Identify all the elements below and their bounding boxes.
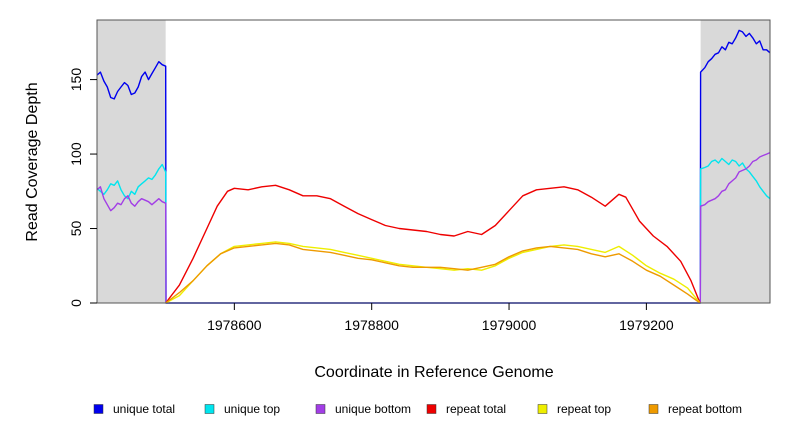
series-line-unique-bottom xyxy=(96,151,771,304)
legend-label: unique total xyxy=(113,402,175,416)
y-tick-label: 150 xyxy=(68,68,84,92)
series-lines xyxy=(96,29,771,304)
legend-swatch xyxy=(648,404,659,414)
legend-label: repeat total xyxy=(446,402,506,416)
shaded-region-1 xyxy=(97,20,166,303)
legend: unique total unique top unique bottom repea… xyxy=(93,402,742,416)
legend-item-unique-total: unique total xyxy=(93,402,175,416)
legend-item-unique-bottom: unique bottom xyxy=(315,402,411,416)
legend-item-repeat-top: repeat top xyxy=(537,402,611,416)
legend-label: unique top xyxy=(224,402,280,416)
legend-swatch xyxy=(315,404,326,414)
y-tick-label: 50 xyxy=(68,221,84,237)
legend-swatch xyxy=(537,404,548,414)
y-axis: 0 50 100 150 xyxy=(68,68,97,307)
series-line-repeat-top xyxy=(165,241,701,304)
shaded-regions xyxy=(97,20,770,303)
x-tick-label: 1979000 xyxy=(482,317,537,333)
x-axis-title: Coordinate in Reference Genome xyxy=(314,364,553,381)
x-axis: 1978600 1978800 1979000 1979200 xyxy=(207,303,674,333)
legend-item-unique-top: unique top xyxy=(204,402,280,416)
legend-item-repeat-bottom: repeat bottom xyxy=(648,402,742,416)
legend-swatch xyxy=(204,404,215,414)
legend-item-repeat-total: repeat total xyxy=(426,402,506,416)
legend-swatch xyxy=(426,404,437,414)
legend-swatch xyxy=(93,404,104,414)
series-line-unique-total xyxy=(96,29,771,304)
legend-label: unique bottom xyxy=(335,402,411,416)
x-tick-label: 1978800 xyxy=(344,317,399,333)
y-axis-title: Read Coverage Depth xyxy=(24,82,41,241)
x-tick-label: 1978600 xyxy=(207,317,262,333)
series-line-repeat-bottom xyxy=(165,242,701,304)
series-line-repeat-total xyxy=(165,184,701,304)
y-tick-label: 100 xyxy=(68,142,84,166)
plot-frame xyxy=(96,19,771,304)
y-tick-label: 0 xyxy=(68,299,84,307)
x-tick-label: 1979200 xyxy=(619,317,674,333)
legend-label: repeat bottom xyxy=(668,402,742,416)
legend-label: repeat top xyxy=(557,402,611,416)
